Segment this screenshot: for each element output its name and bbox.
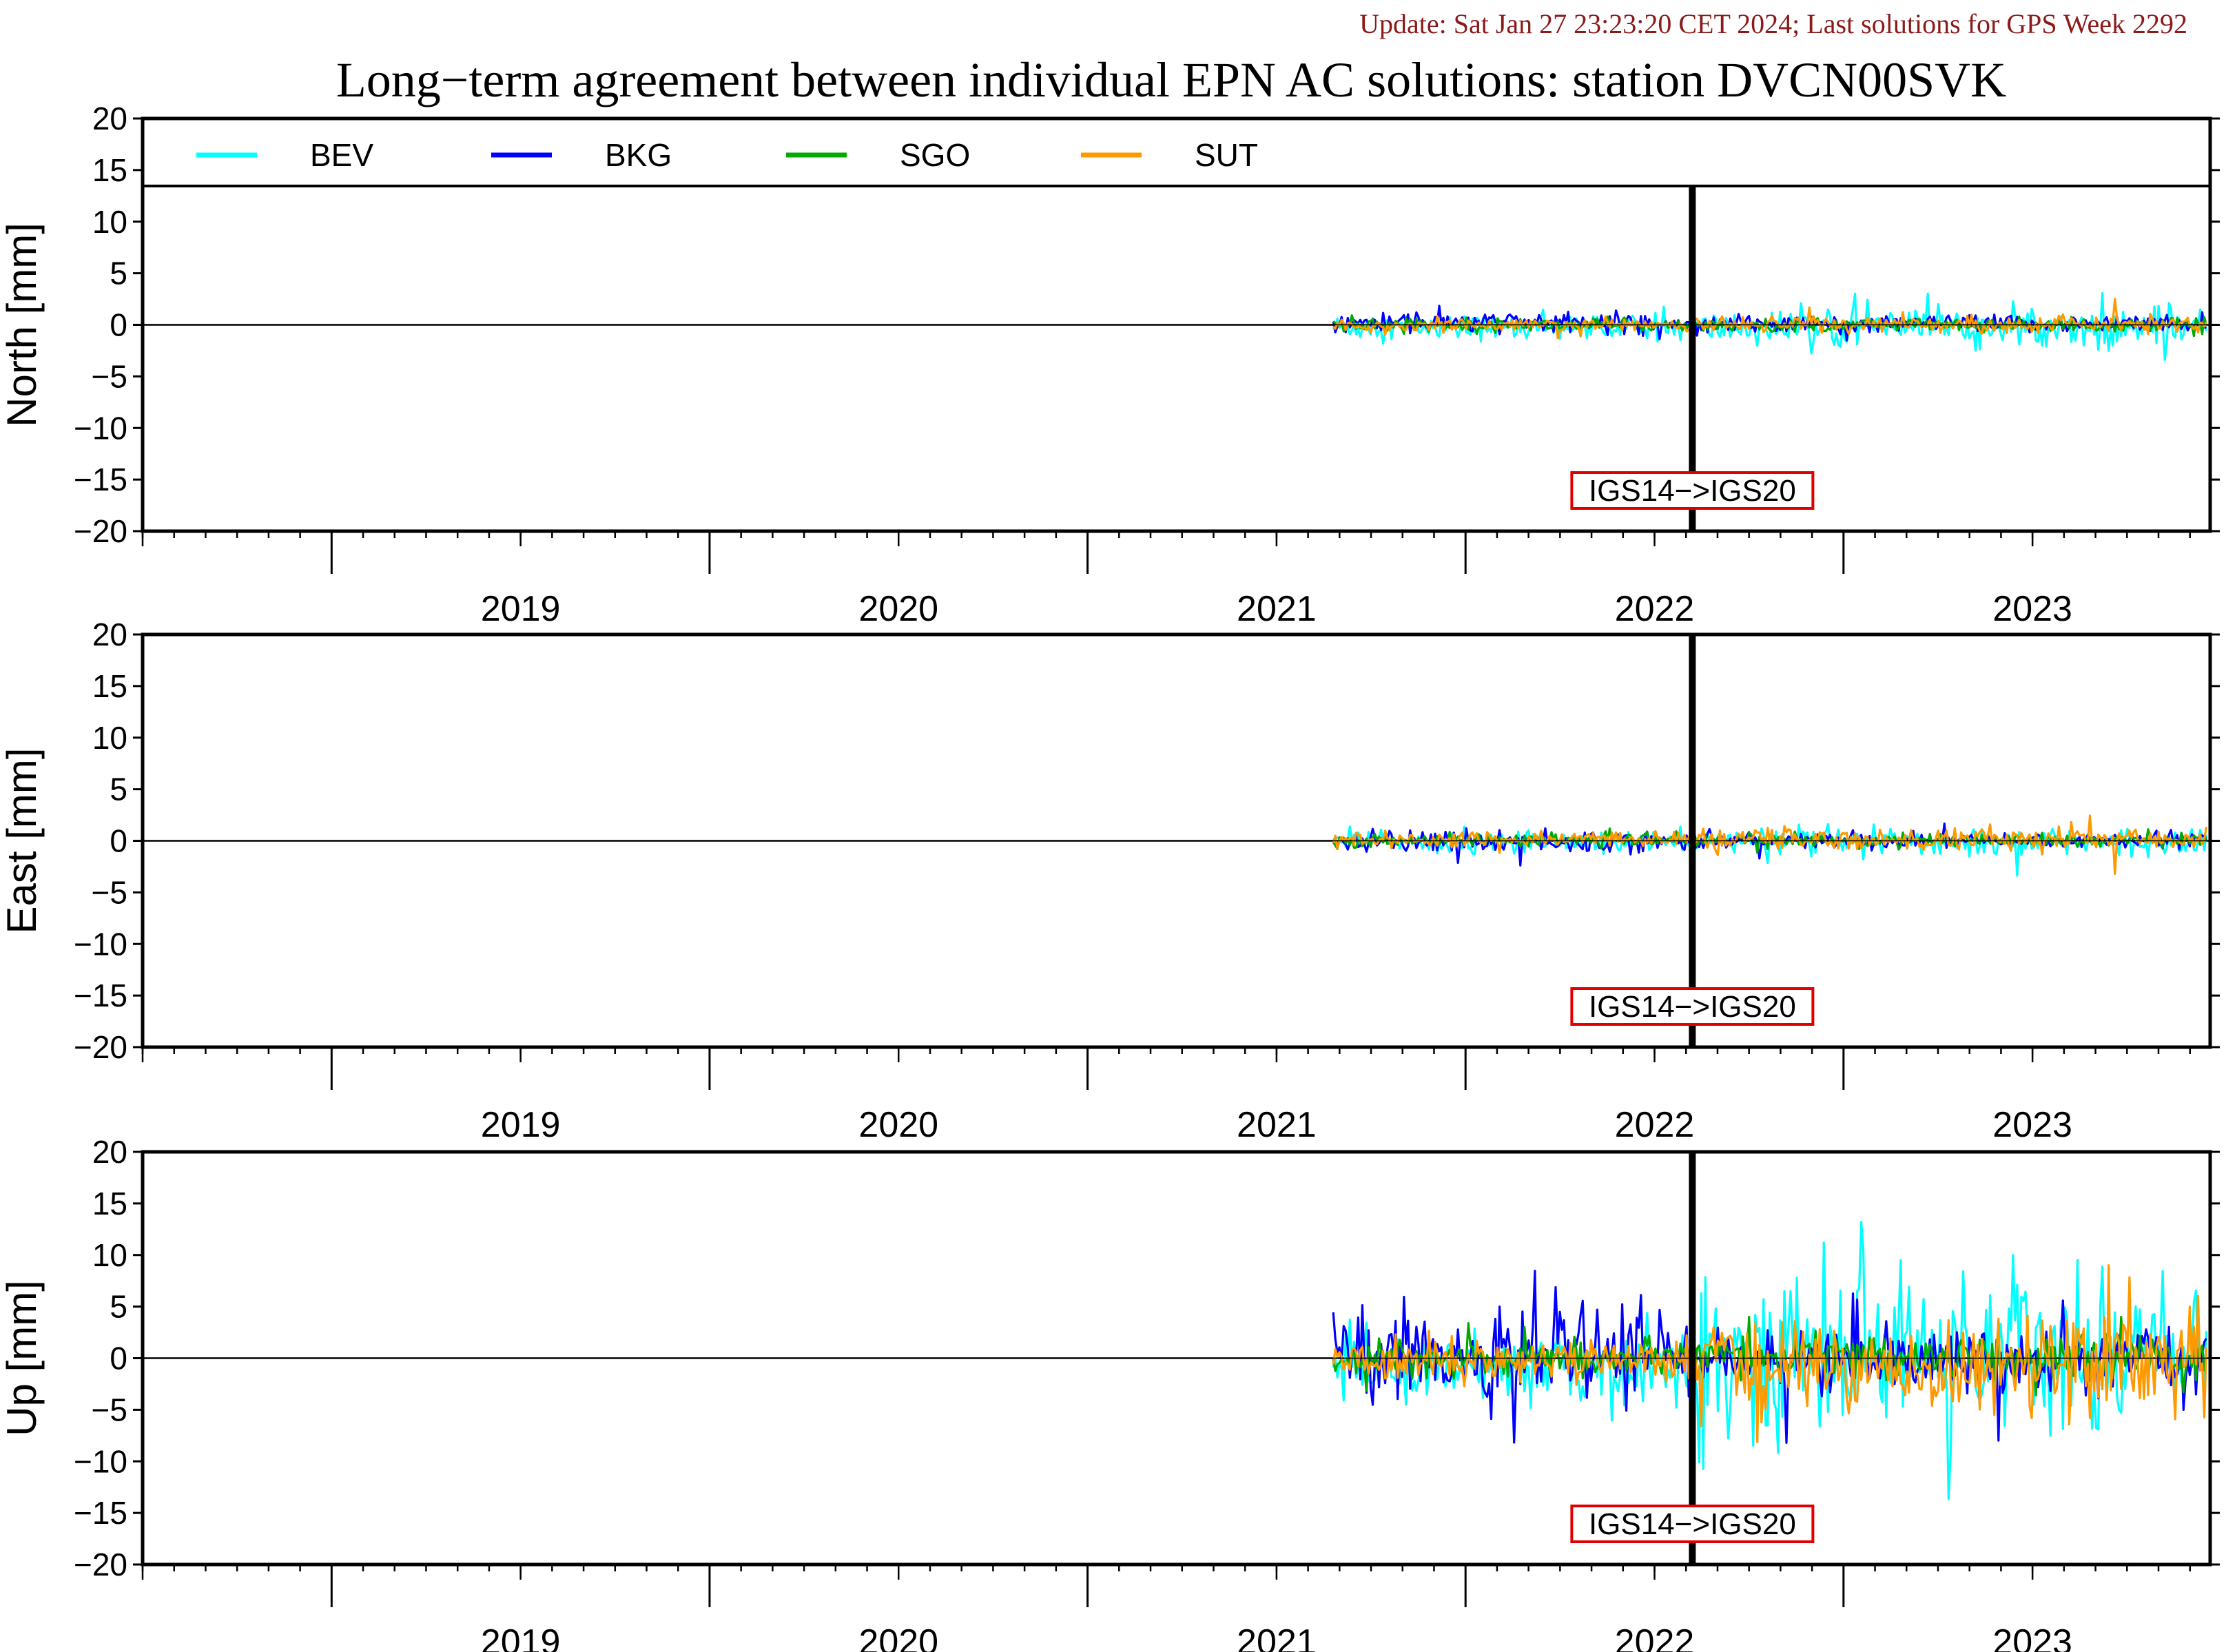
y-tick-label: 10 bbox=[92, 720, 127, 756]
year-label: 2021 bbox=[1237, 1105, 1317, 1145]
y-tick-label: −10 bbox=[74, 926, 127, 962]
legend-box bbox=[141, 117, 2212, 187]
y-axis-title: North [mm] bbox=[0, 223, 45, 427]
update-text: Update: Sat Jan 27 23:23:20 CET 2024; La… bbox=[1359, 8, 2187, 39]
y-tick-label: 5 bbox=[110, 1289, 127, 1325]
y-tick-label: 0 bbox=[110, 823, 127, 859]
plot-frame-overlay bbox=[141, 632, 2212, 1049]
legend-label-bkg: BKG bbox=[605, 137, 672, 173]
year-label: 2021 bbox=[1237, 589, 1317, 629]
year-label: 2022 bbox=[1615, 589, 1695, 629]
year-label: 2023 bbox=[1992, 589, 2072, 629]
y-tick-label: −15 bbox=[74, 1495, 127, 1531]
y-tick-label: 5 bbox=[110, 256, 127, 291]
year-label: 2022 bbox=[1615, 1622, 1695, 1652]
y-axis-title: East [mm] bbox=[0, 747, 45, 933]
y-tick-label: −10 bbox=[74, 1443, 127, 1479]
year-label: 2020 bbox=[858, 589, 938, 629]
year-label: 2023 bbox=[1992, 1105, 2072, 1145]
year-label: 2023 bbox=[1992, 1622, 2072, 1652]
y-tick-label: −15 bbox=[74, 978, 127, 1013]
y-tick-label: 20 bbox=[92, 617, 127, 652]
y-tick-label: 5 bbox=[110, 772, 127, 807]
panel-east: 20 15 10 5 0 −5 −10 −15 −20 2019 2020 2021 2022 2023 E… bbox=[0, 617, 2220, 1145]
year-label: 2022 bbox=[1615, 1105, 1695, 1145]
y-tick-label: −10 bbox=[74, 410, 127, 446]
year-label: 2020 bbox=[858, 1622, 938, 1652]
year-label: 2021 bbox=[1237, 1622, 1317, 1652]
legend-label-sgo: SGO bbox=[900, 137, 970, 173]
series-line-sut bbox=[1332, 814, 2208, 876]
plot-frame-overlay bbox=[141, 1150, 2212, 1567]
y-tick-label: 20 bbox=[92, 101, 127, 136]
y-tick-label: −5 bbox=[92, 874, 127, 910]
event-label: IGS14−>IGS20 bbox=[1589, 474, 1796, 508]
y-tick-label: 15 bbox=[92, 1186, 127, 1221]
y-tick-label: 15 bbox=[92, 152, 127, 188]
y-tick-label: −5 bbox=[92, 358, 127, 394]
event-label-box bbox=[1570, 471, 1815, 510]
legend-label-sut: SUT bbox=[1195, 137, 1258, 173]
event-label: IGS14−>IGS20 bbox=[1589, 990, 1796, 1024]
panel-up: 20 15 10 5 0 −5 −10 −15 −20 2019 2020 2021 2022 2023 U… bbox=[0, 1134, 2220, 1652]
y-tick-label: 0 bbox=[110, 1341, 127, 1376]
panel-north: 20 15 10 5 0 −5 −10 −15 −20 2019 2020 2021 2022 2023 N… bbox=[0, 101, 2220, 629]
y-tick-label: −15 bbox=[74, 462, 127, 497]
series-line-bev bbox=[1332, 291, 2208, 362]
year-label: 2019 bbox=[481, 1105, 561, 1145]
year-label: 2019 bbox=[481, 1622, 561, 1652]
y-tick-label: 20 bbox=[92, 1134, 127, 1170]
y-tick-label: −20 bbox=[74, 1029, 127, 1065]
y-tick-label: −20 bbox=[74, 1547, 127, 1582]
year-label: 2020 bbox=[858, 1105, 938, 1145]
chart-title: Long−term agreement between individual E… bbox=[336, 52, 2006, 107]
series-line-sut bbox=[1332, 298, 2207, 340]
series-line-sut bbox=[1332, 1264, 2208, 1443]
y-tick-label: −20 bbox=[74, 513, 127, 549]
y-tick-label: −5 bbox=[92, 1392, 127, 1427]
y-tick-label: 15 bbox=[92, 668, 127, 704]
y-tick-label: 10 bbox=[92, 204, 127, 240]
y-axis-title: Up [mm] bbox=[0, 1280, 45, 1436]
y-tick-label: 10 bbox=[92, 1237, 127, 1273]
y-tick-label: 0 bbox=[110, 307, 127, 343]
year-label: 2019 bbox=[481, 589, 561, 629]
event-label-box bbox=[1570, 1505, 1815, 1543]
event-label-box bbox=[1570, 987, 1815, 1026]
event-label: IGS14−>IGS20 bbox=[1589, 1507, 1796, 1541]
plot-frame-overlay bbox=[141, 116, 2212, 533]
legend-label-bev: BEV bbox=[310, 137, 373, 173]
